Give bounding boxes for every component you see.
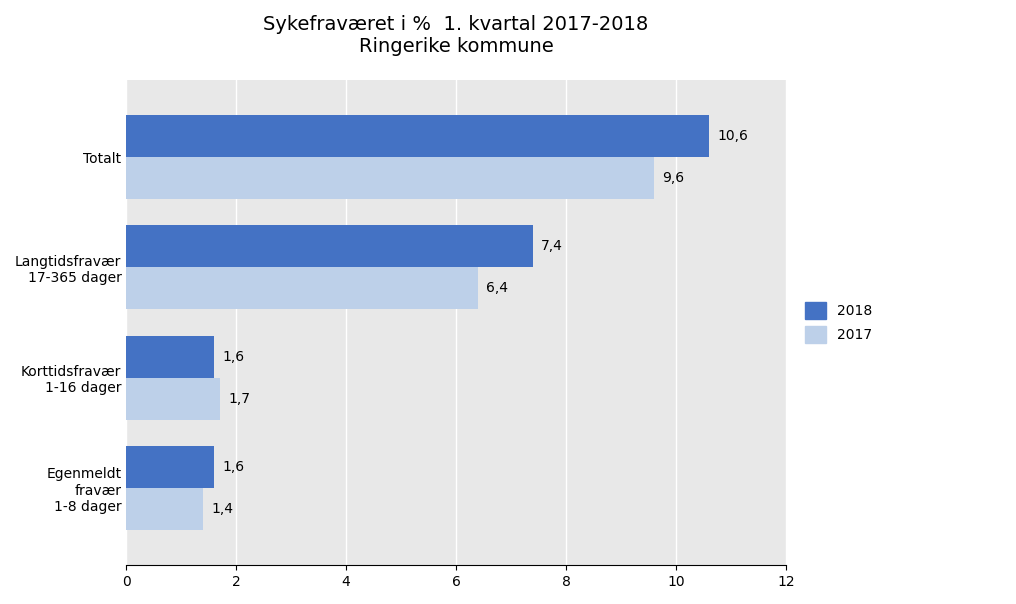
Text: 1,7: 1,7 — [228, 391, 250, 406]
Bar — [126, 225, 533, 268]
Text: 9,6: 9,6 — [662, 171, 685, 185]
Text: 10,6: 10,6 — [717, 129, 748, 143]
Title: Sykefraværet i %  1. kvartal 2017-2018
Ringerike kommune: Sykefraværet i % 1. kvartal 2017-2018 Ri… — [263, 15, 649, 56]
Text: 1,4: 1,4 — [211, 502, 234, 516]
Bar — [126, 378, 219, 420]
Legend: 2018, 2017: 2018, 2017 — [800, 297, 878, 349]
Text: 1,6: 1,6 — [223, 350, 245, 364]
Bar — [126, 268, 479, 309]
Bar — [126, 488, 203, 530]
Bar — [126, 446, 214, 488]
Text: 1,6: 1,6 — [223, 460, 245, 474]
Text: 7,4: 7,4 — [542, 239, 563, 254]
Bar — [126, 336, 214, 378]
Bar — [126, 115, 709, 157]
Bar — [126, 157, 654, 199]
Text: 6,4: 6,4 — [487, 281, 508, 295]
